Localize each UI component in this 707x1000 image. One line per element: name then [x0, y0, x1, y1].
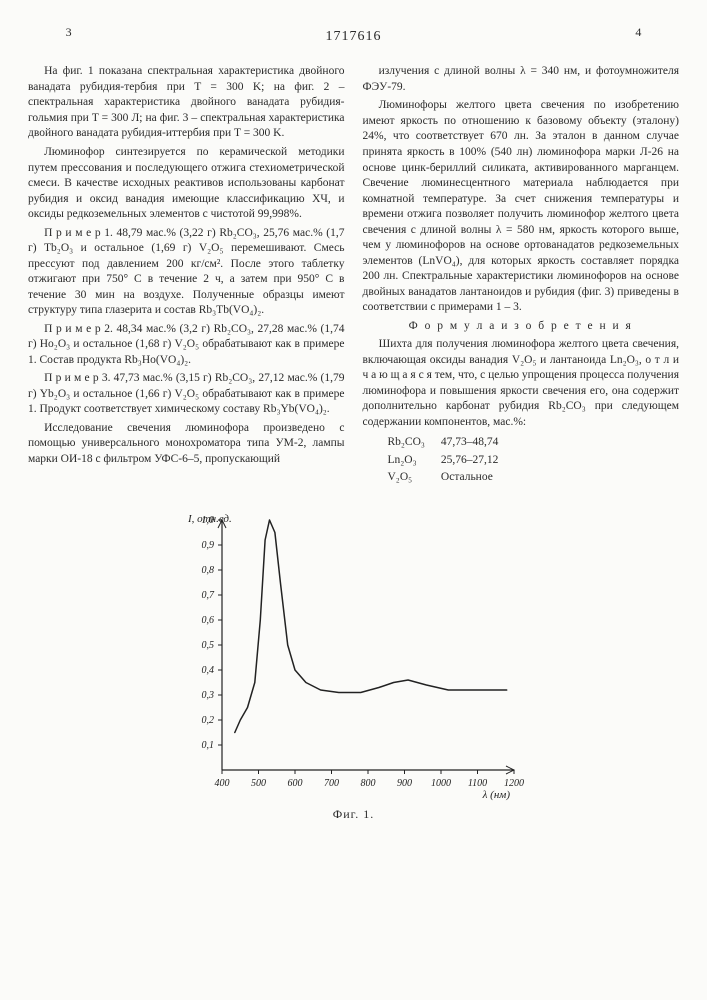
svg-text:1100: 1100 — [467, 778, 486, 789]
component-value: 25,76–27,12 — [441, 453, 513, 469]
body-paragraph: На фиг. 1 показана спектральная характер… — [28, 64, 345, 142]
body-paragraph: Люминофор синтезируется по керамической … — [28, 145, 345, 223]
svg-text:I, отн.ед.: I, отн.ед. — [187, 513, 232, 525]
component-name: V₂O₅ — [388, 470, 439, 486]
svg-text:800: 800 — [360, 778, 375, 789]
body-columns: На фиг. 1 показана спектральная характер… — [28, 64, 679, 485]
svg-text:700: 700 — [324, 778, 339, 789]
spectral-chart: 0,10,20,30,40,50,60,70,80,91,04005006007… — [174, 504, 534, 804]
component-name: Rb₂CO₃ — [388, 435, 439, 451]
svg-text:1200: 1200 — [504, 778, 524, 789]
component-value: 47,73–48,74 — [441, 435, 513, 451]
body-paragraph: Люминофоры желтого цвета свечения по изо… — [363, 98, 680, 315]
body-paragraph: П р и м е р 3. 47,73 мас.% (3,15 г) Rb₂C… — [28, 371, 345, 418]
svg-text:λ (нм): λ (нм) — [481, 789, 510, 801]
svg-text:0,2: 0,2 — [201, 715, 214, 726]
table-row: V₂O₅Остальное — [388, 470, 513, 486]
body-paragraph: излучения с длиной волны λ = 340 нм, и ф… — [363, 64, 680, 95]
svg-text:0,1: 0,1 — [201, 740, 214, 751]
figure-1: 0,10,20,30,40,50,60,70,80,91,04005006007… — [28, 504, 679, 822]
table-row: Ln₂O₃25,76–27,12 — [388, 453, 513, 469]
svg-text:400: 400 — [214, 778, 229, 789]
table-row: Rb₂CO₃47,73–48,74 — [388, 435, 513, 451]
svg-text:0,3: 0,3 — [201, 690, 214, 701]
svg-text:0,7: 0,7 — [201, 590, 215, 601]
svg-text:0,4: 0,4 — [201, 665, 214, 676]
svg-text:600: 600 — [287, 778, 302, 789]
svg-text:0,9: 0,9 — [201, 540, 214, 551]
page-number-left: 3 — [66, 24, 352, 40]
svg-text:0,5: 0,5 — [201, 640, 214, 651]
body-paragraph: Исследование свечения люминофора произве… — [28, 421, 345, 468]
formula-heading: Ф о р м у л а и з о б р е т е н и я — [363, 319, 680, 335]
svg-text:900: 900 — [397, 778, 412, 789]
svg-text:0,8: 0,8 — [201, 565, 214, 576]
page-header: 3 4 1717616 — [28, 24, 679, 52]
svg-text:500: 500 — [251, 778, 266, 789]
body-paragraph: П р и м е р 1. 48,79 мас.% (3,22 г) Rb₂C… — [28, 226, 345, 319]
page-number-right: 4 — [355, 24, 641, 40]
figure-caption: Фиг. 1. — [28, 806, 679, 822]
component-value: Остальное — [441, 470, 513, 486]
svg-text:1000: 1000 — [431, 778, 451, 789]
body-paragraph: П р и м е р 2. 48,34 мас.% (3,2 г) Rb₂CO… — [28, 322, 345, 369]
composition-table: Rb₂CO₃47,73–48,74Ln₂O₃25,76–27,12V₂O₅Ост… — [386, 433, 515, 486]
component-name: Ln₂O₃ — [388, 453, 439, 469]
svg-text:0,6: 0,6 — [201, 615, 214, 626]
formula-text: Шихта для получения люминофора желтого ц… — [363, 337, 680, 430]
